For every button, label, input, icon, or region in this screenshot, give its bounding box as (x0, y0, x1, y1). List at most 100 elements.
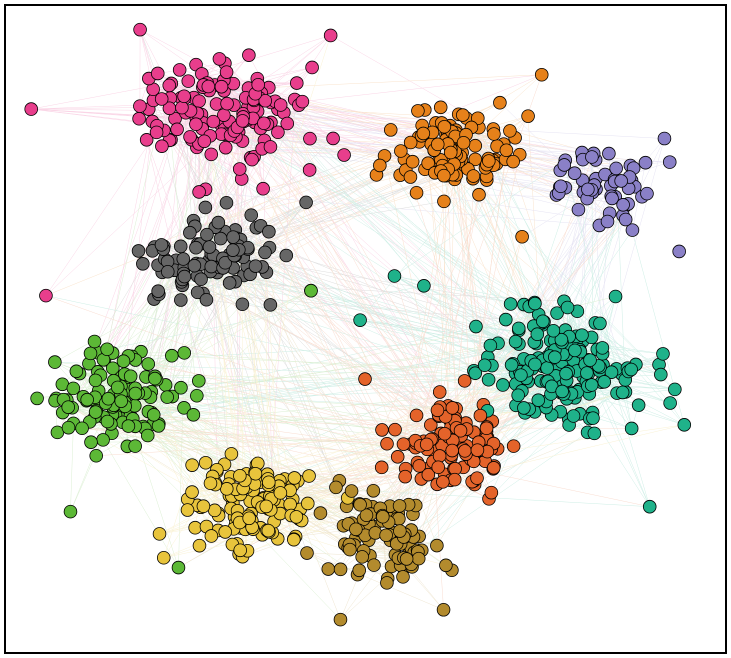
node (31, 392, 44, 405)
node (200, 293, 213, 306)
node (536, 315, 549, 328)
node (512, 389, 525, 402)
node (262, 524, 275, 537)
node (219, 141, 232, 154)
node (190, 118, 203, 131)
node (193, 539, 206, 552)
node (197, 500, 210, 513)
node (303, 470, 316, 483)
node (393, 525, 406, 538)
node (101, 415, 114, 428)
node (381, 577, 394, 590)
node (458, 444, 471, 457)
node (40, 289, 53, 302)
node (625, 363, 638, 376)
node (225, 447, 238, 460)
node (301, 497, 314, 510)
node (567, 410, 580, 423)
node (367, 484, 380, 497)
node (397, 438, 410, 451)
node (205, 260, 218, 273)
node (25, 103, 38, 116)
node (609, 290, 622, 303)
node (448, 473, 461, 486)
node (199, 201, 212, 214)
node (177, 253, 190, 266)
node (147, 408, 160, 421)
node (586, 151, 599, 164)
node (381, 437, 394, 450)
node (287, 533, 300, 546)
node (264, 141, 277, 154)
node (124, 370, 137, 383)
node (412, 104, 425, 117)
node (76, 422, 89, 435)
node (175, 381, 188, 394)
node (117, 355, 130, 368)
node (260, 500, 273, 513)
node (111, 381, 124, 394)
node (431, 138, 444, 151)
node (584, 354, 597, 367)
node (418, 279, 431, 292)
node (62, 401, 75, 414)
node (437, 169, 450, 182)
node (376, 424, 389, 437)
node (290, 77, 303, 90)
node (558, 159, 571, 172)
node (484, 339, 497, 352)
node (488, 128, 501, 141)
node (115, 395, 128, 408)
node (257, 182, 270, 195)
node (376, 510, 389, 523)
node (281, 117, 294, 130)
node (223, 277, 236, 290)
node (184, 130, 197, 143)
node (643, 500, 656, 513)
node (625, 422, 638, 435)
node (172, 561, 185, 574)
node (397, 571, 410, 584)
node (349, 523, 362, 536)
node (219, 526, 232, 539)
node (324, 29, 337, 42)
node (212, 216, 225, 229)
node (151, 67, 164, 80)
node (507, 155, 520, 168)
node (129, 387, 142, 400)
node (531, 328, 544, 341)
node (149, 372, 162, 385)
node (413, 459, 426, 472)
node (433, 450, 446, 463)
node (581, 183, 594, 196)
node (420, 438, 433, 451)
node (480, 422, 493, 435)
node (48, 356, 61, 369)
node (639, 156, 652, 169)
node (334, 613, 347, 626)
node (284, 498, 297, 511)
node (288, 472, 301, 485)
node (616, 386, 629, 399)
node (356, 550, 369, 563)
node (186, 486, 199, 499)
node (236, 114, 249, 127)
node (122, 420, 135, 433)
node (384, 124, 397, 137)
node (70, 365, 83, 378)
node (290, 511, 303, 524)
node (446, 444, 459, 457)
node (97, 433, 110, 446)
node (359, 373, 372, 386)
node (654, 368, 667, 381)
node (548, 351, 561, 364)
node (496, 379, 509, 392)
node (581, 367, 594, 380)
node (314, 507, 327, 520)
node (516, 230, 529, 243)
node (594, 317, 607, 330)
node (494, 96, 507, 109)
node (541, 362, 554, 375)
node (199, 456, 212, 469)
node (176, 101, 189, 114)
